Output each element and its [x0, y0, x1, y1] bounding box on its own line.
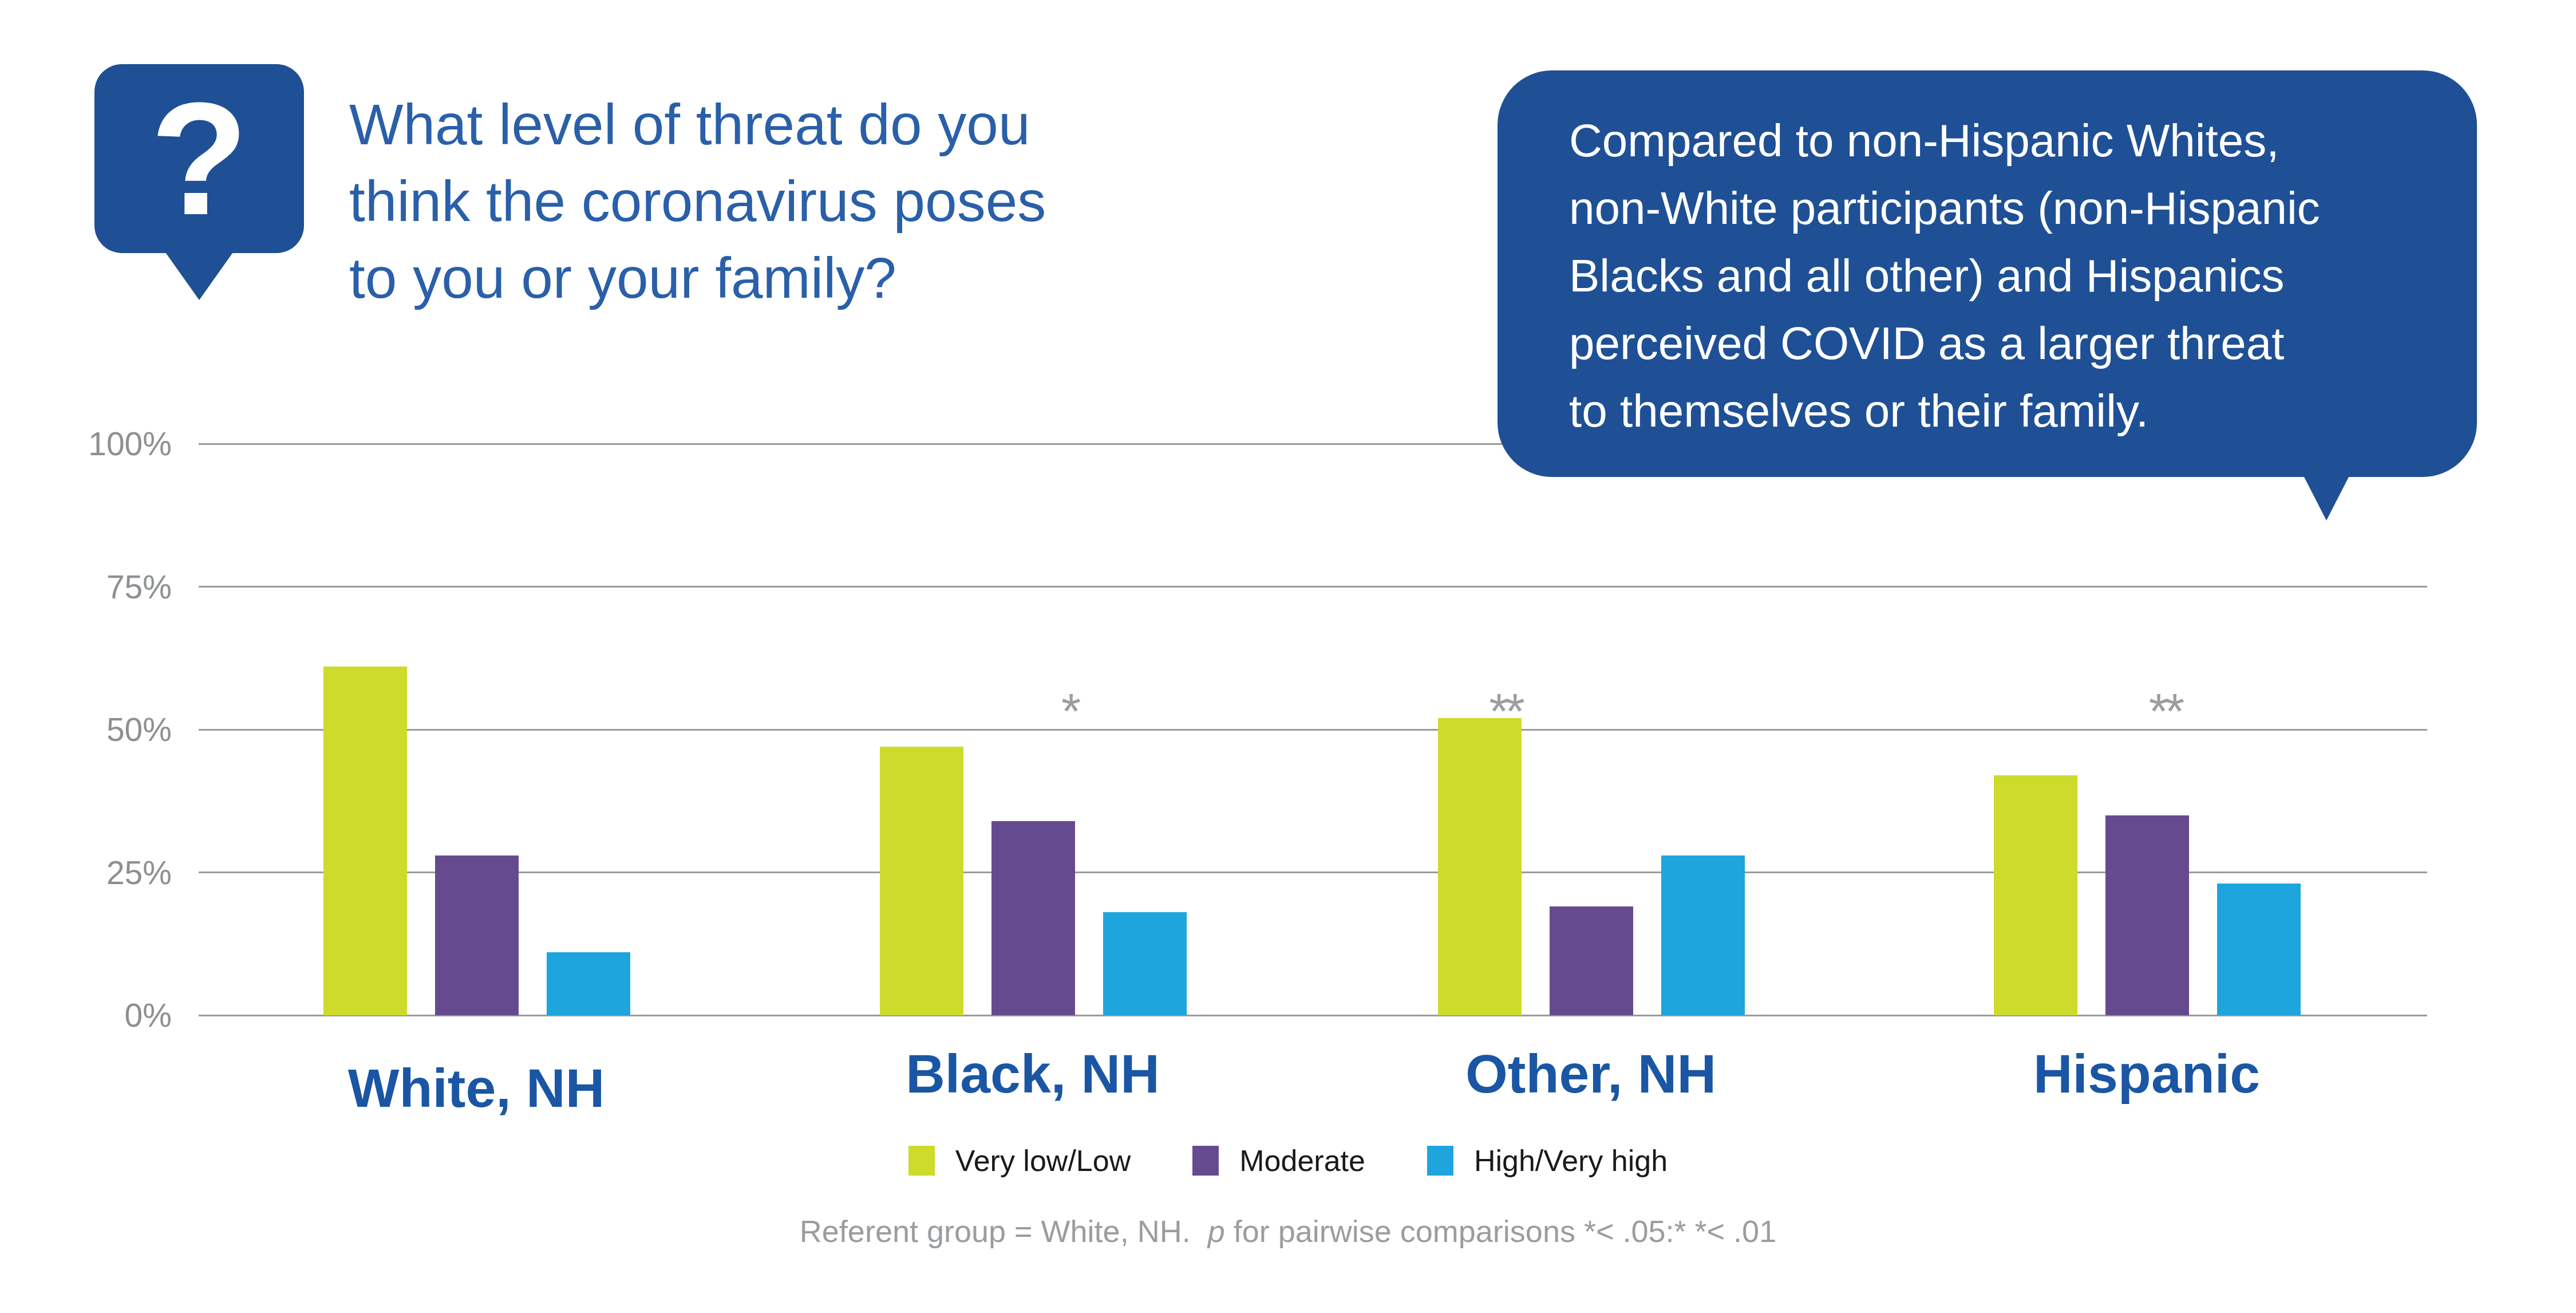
significance-marker-black-nh: * — [983, 685, 1155, 738]
very-low-low-bar-other-nh — [1438, 718, 1522, 1015]
y-axis-tick-label: 25% — [0, 854, 172, 892]
insight-callout: Compared to non-Hispanic Whites, non-Whi… — [1498, 70, 2477, 477]
category-label-black-nh: Black, NH — [804, 1043, 1262, 1104]
high-very-high-bar-white-nh — [547, 952, 630, 1015]
moderate-bar-white-nh — [435, 855, 519, 1015]
very-low-low-bar-black-nh — [880, 747, 963, 1015]
high-very-high-bar-black-nh — [1103, 912, 1187, 1015]
infographic-canvas: ? What level of threat do you think the … — [0, 0, 2576, 1313]
category-label-hispanic: Hispanic — [1918, 1043, 2376, 1104]
high-very-high-bar-hispanic — [2217, 884, 2301, 1015]
very-low-low-bar-white-nh — [323, 667, 407, 1015]
significance-marker-hispanic: ** — [2079, 685, 2251, 738]
category-label-white-nh: White, NH — [247, 1058, 705, 1118]
y-axis-tick-label: 75% — [0, 568, 172, 606]
callout-line: Compared to non-Hispanic Whites, — [1569, 107, 2320, 175]
moderate-bar-other-nh — [1550, 906, 1633, 1015]
y-axis-tick-label: 0% — [0, 996, 172, 1034]
gridline-25 — [199, 872, 2427, 873]
significance-marker-other-nh: ** — [1419, 685, 1591, 738]
y-axis-tick-label: 100% — [0, 425, 172, 463]
moderate-bar-hispanic — [2105, 815, 2189, 1015]
category-label-other-nh: Other, NH — [1362, 1043, 1820, 1104]
callout-line: to themselves or their family. — [1569, 377, 2320, 445]
callout-line: perceived COVID as a larger threat — [1569, 310, 2320, 377]
y-axis-tick-label: 50% — [0, 711, 172, 748]
high-very-high-bar-other-nh — [1661, 855, 1745, 1015]
moderate-bar-black-nh — [991, 821, 1075, 1015]
callout-line: non-White participants (non-Hispanic — [1569, 175, 2320, 242]
gridline-0 — [199, 1015, 2427, 1016]
insight-callout-text: Compared to non-Hispanic Whites, non-Whi… — [1569, 107, 2320, 445]
very-low-low-bar-hispanic — [1994, 775, 2077, 1015]
gridline-75 — [199, 586, 2427, 588]
callout-line: Blacks and all other) and Hispanics — [1569, 242, 2320, 310]
callout-tail-icon — [2303, 475, 2350, 521]
